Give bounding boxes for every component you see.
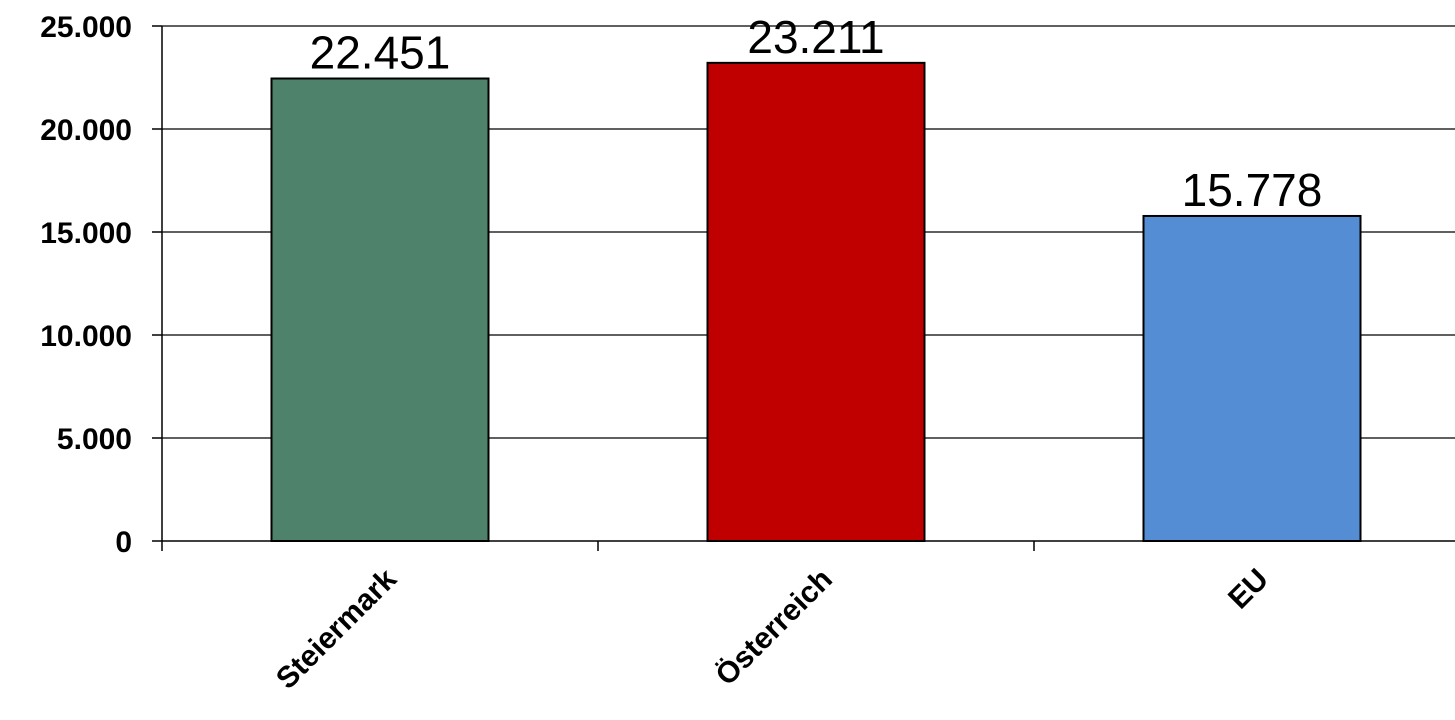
y-tick-label: 10.000 <box>40 320 132 353</box>
bars <box>270 61 1362 543</box>
bar-österreich <box>706 61 926 543</box>
bar-eu <box>1142 214 1362 542</box>
y-tick-label: 5.000 <box>57 423 132 456</box>
data-label: 23.211 <box>747 11 884 63</box>
bar-steiermark <box>270 77 490 542</box>
labels: 0 5.000 10.000 15.000 20.000 25.000 22.451 Stei… <box>40 11 1322 696</box>
y-tick-label: 0 <box>115 526 132 559</box>
x-category-label: EU <box>1222 563 1275 616</box>
x-category-label: Österreich <box>709 563 838 692</box>
axes <box>152 25 1455 551</box>
y-tick-label: 15.000 <box>40 217 132 250</box>
data-label: 15.778 <box>1182 164 1323 216</box>
x-category-label: Steiermark <box>270 562 403 695</box>
data-label: 22.451 <box>310 27 451 79</box>
y-tick-label: 25.000 <box>40 11 132 44</box>
y-tick-label: 20.000 <box>40 114 132 147</box>
